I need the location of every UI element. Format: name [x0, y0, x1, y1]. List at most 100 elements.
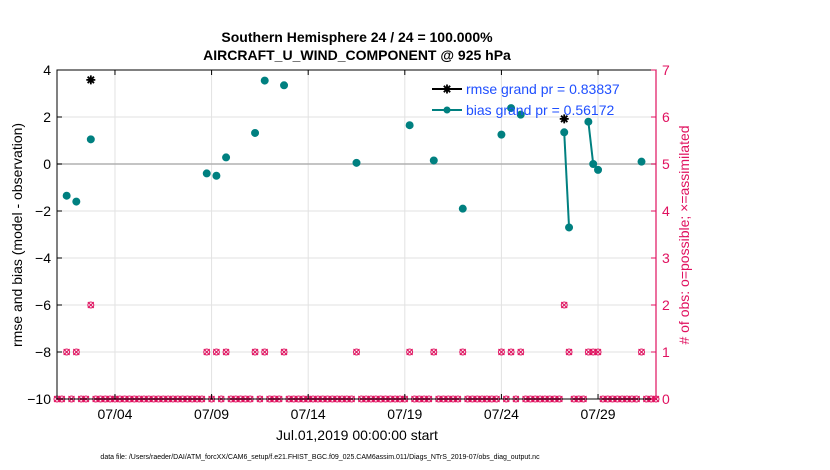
- obs-count-point: [459, 348, 467, 356]
- obs-possible-marker: [560, 301, 568, 309]
- obs-assimilated-marker: [87, 301, 95, 309]
- bias-point: [251, 128, 260, 137]
- rmse-marker-core: [88, 77, 94, 83]
- obs-count-point: [406, 348, 414, 356]
- bias-point: [260, 76, 269, 85]
- legend-rmse-label: rmse grand pr = 0.83837: [466, 81, 620, 97]
- obs-assimilated-marker: [261, 348, 269, 356]
- tick-layer: 07/04 07/09 07/14 07/19 07/24 07/29 −10 −8 −6 −4 −…: [27, 62, 670, 422]
- bias-point: [405, 121, 414, 130]
- obs-count-point: [517, 348, 525, 356]
- obs-assimilated-marker: [517, 348, 525, 356]
- y-left-tick-label: 4: [43, 62, 51, 78]
- bias-point: [560, 128, 569, 137]
- obs-count-point: [638, 348, 646, 356]
- obs-possible-marker: [87, 301, 95, 309]
- y-left-tick-label: −6: [35, 297, 51, 313]
- x-tick-label: 07/04: [97, 406, 132, 422]
- obs-assimilated-marker: [507, 348, 515, 356]
- obs-possible-marker: [261, 348, 269, 356]
- obs-assimilated-marker: [459, 348, 467, 356]
- obs-possible-marker: [517, 348, 525, 356]
- series-layer: [62, 75, 646, 232]
- obs-possible-marker: [251, 348, 259, 356]
- x-tick-label: 07/24: [484, 406, 519, 422]
- y-right-tick-label: 3: [662, 250, 670, 266]
- legend-rmse-marker: [442, 84, 452, 94]
- bias-point: [202, 169, 211, 178]
- obs-assimilated-marker: [406, 348, 413, 356]
- y-axis-label-right: # of obs: o=possible; ×=assimilated: [676, 125, 692, 344]
- y-axis-label-left: rmse and bias (model - observation): [9, 123, 25, 347]
- obs-count-point: [251, 348, 259, 356]
- rmse-marker-core: [444, 86, 450, 92]
- obs-possible-marker: [353, 348, 360, 356]
- obs-possible-marker: [584, 348, 592, 356]
- obs-possible-marker: [203, 348, 211, 356]
- bias-point: [86, 135, 95, 144]
- obs-count-point: [87, 301, 95, 309]
- obs-possible-marker: [565, 348, 573, 356]
- bias-point: [212, 171, 221, 180]
- bias-point: [565, 223, 574, 232]
- obs-assimilated-marker: [498, 348, 505, 356]
- x-tick-label: 07/14: [291, 406, 326, 422]
- rmse-marker-core: [561, 116, 567, 122]
- x-tick-label: 07/09: [194, 406, 229, 422]
- obs-assimilated-marker: [203, 348, 211, 356]
- obs-count-point: [353, 348, 360, 356]
- legend: rmse grand pr = 0.83837 bias grand pr = 0…: [432, 81, 620, 118]
- obs-assimilated-marker: [280, 348, 288, 356]
- obs-assimilated-marker: [638, 348, 645, 356]
- obs-possible-marker: [507, 348, 515, 356]
- obs-possible-marker: [72, 348, 80, 356]
- obs-count-point: [507, 348, 515, 356]
- y-right-tick-label: 5: [662, 156, 670, 172]
- y-right-tick-label: 1: [662, 344, 670, 360]
- obs-possible-marker: [594, 348, 602, 356]
- y-left-tick-label: −8: [35, 344, 51, 360]
- rmse-point: [559, 114, 569, 124]
- bias-point: [352, 158, 361, 167]
- obs-possible-marker: [638, 348, 646, 356]
- obs-assimilated-marker: [251, 348, 259, 356]
- y-right-tick-label: 0: [662, 391, 670, 407]
- bias-point: [584, 117, 593, 126]
- obs-count-point: [63, 348, 71, 356]
- y-right-tick-label: 4: [662, 203, 670, 219]
- obs-count-point: [212, 348, 220, 356]
- obs-possible-marker: [430, 348, 438, 356]
- y-right-tick-label: 6: [662, 109, 670, 125]
- x-tick-label: 07/29: [581, 406, 616, 422]
- obs-count-point: [203, 348, 211, 356]
- obs-count-point: [72, 348, 80, 356]
- legend-bias-label: bias grand pr = 0.56172: [466, 102, 614, 118]
- obs-count-point: [280, 348, 288, 356]
- legend-bias-marker: [443, 106, 451, 114]
- y-left-tick-label: 0: [43, 156, 51, 172]
- bias-point: [458, 204, 467, 213]
- obs-possible-marker: [222, 348, 230, 356]
- y-left-tick-label: −10: [27, 391, 51, 407]
- obs-count-point: [497, 348, 505, 356]
- obs-possible-marker: [589, 348, 597, 356]
- obs-assimilated-marker: [430, 348, 438, 356]
- chart-title-line2: AIRCRAFT_U_WIND_COMPONENT @ 925 hPa: [203, 47, 511, 63]
- y-left-tick-label: 2: [43, 109, 51, 125]
- obs-assimilated-marker: [353, 348, 360, 356]
- rmse-point: [86, 75, 96, 85]
- chart-title-line1: Southern Hemisphere 24 / 24 = 100.000%: [221, 29, 493, 45]
- bias-point: [594, 165, 603, 174]
- bias-point: [507, 104, 516, 113]
- obs-possible-marker: [406, 348, 414, 356]
- data-file-footer: data file: /Users/raeder/DAI/ATM_forcXX/…: [100, 454, 540, 461]
- obs-possible-marker: [63, 348, 71, 356]
- bias-point: [429, 156, 438, 165]
- obs-assimilated-marker: [213, 348, 220, 356]
- obs-count-point: [560, 301, 568, 309]
- y-right-tick-label: 2: [662, 297, 670, 313]
- y-left-tick-label: −4: [35, 250, 51, 266]
- obs-possible-marker: [459, 348, 467, 356]
- bias-series-line: [563, 132, 571, 228]
